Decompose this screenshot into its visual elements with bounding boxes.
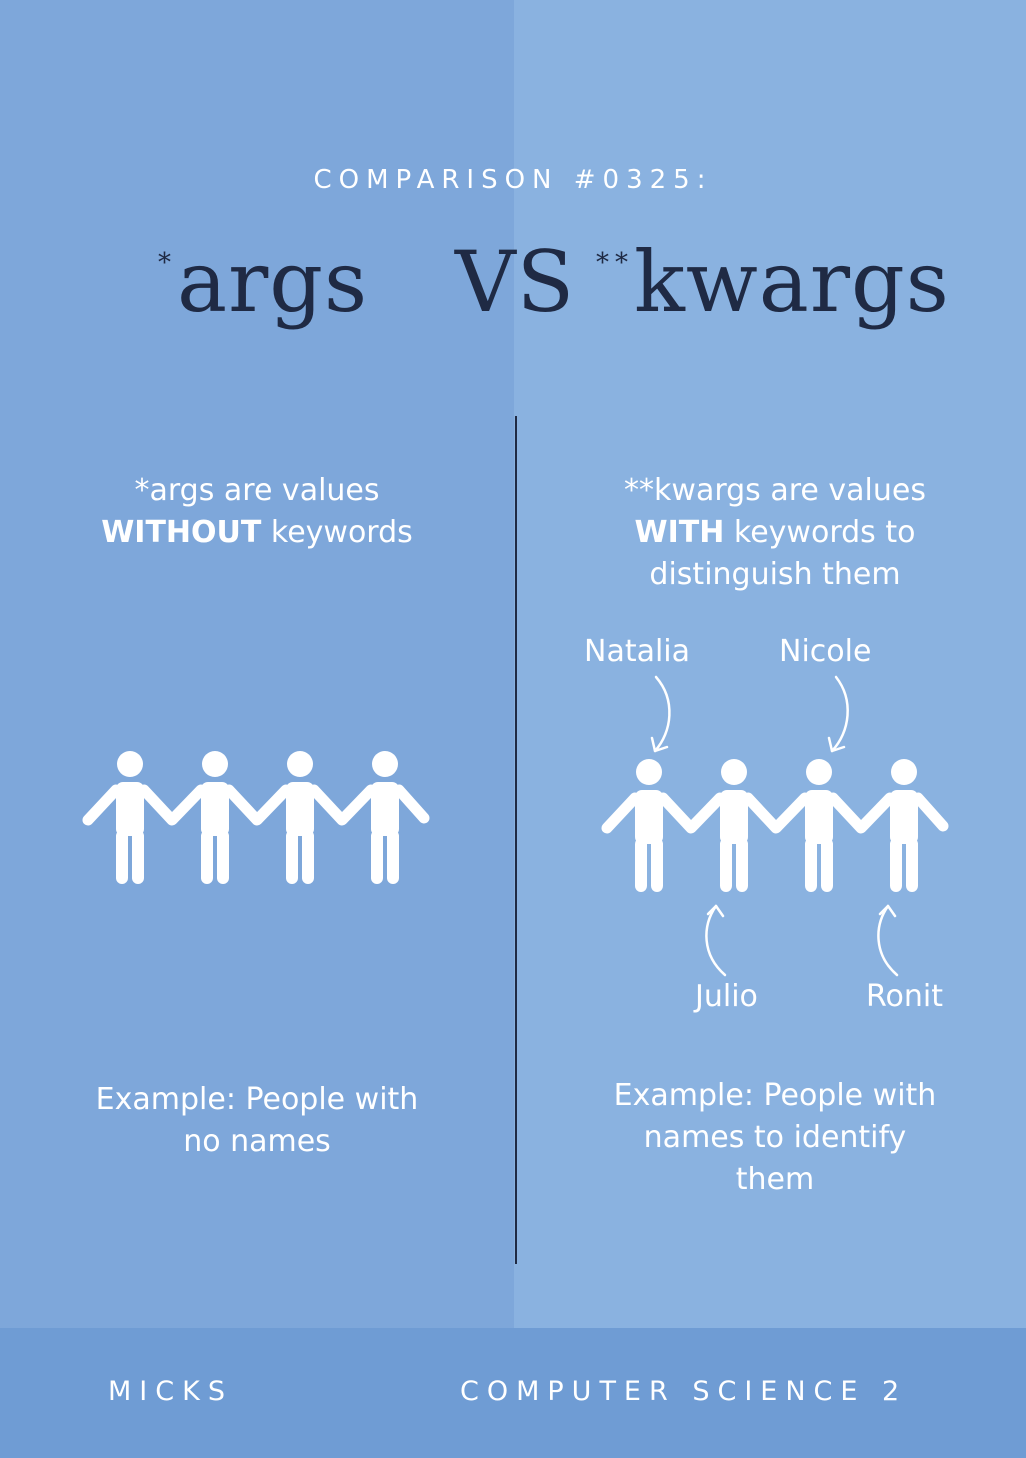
- curved-arrow-icon: [827, 675, 849, 753]
- kwargs-example-line2: names to identify: [643, 1120, 907, 1155]
- right-panel: [514, 0, 1026, 1328]
- kwargs-desc-rest: keywords to: [724, 515, 916, 550]
- footer-course: COMPUTER SCIENCE 2: [460, 1376, 908, 1407]
- center-divider: [515, 416, 517, 1264]
- args-prefix: *: [158, 248, 177, 278]
- title-kwargs: **kwargs: [596, 240, 950, 324]
- comparison-heading: COMPARISON #0325:: [313, 165, 713, 195]
- kwargs-desc-line2: WITH keywords to: [550, 512, 1000, 554]
- person-icon: [720, 759, 748, 892]
- person-icon: [116, 751, 144, 884]
- person-icon: [890, 759, 918, 892]
- title-vs: VS: [455, 233, 576, 331]
- name-ronit: Ronit: [866, 979, 943, 1014]
- args-desc-rest: keywords: [261, 515, 413, 550]
- curved-arrow-icon: [705, 904, 727, 977]
- person-icon: [286, 751, 314, 884]
- name-julio: Julio: [695, 979, 758, 1014]
- args-desc-bold: WITHOUT: [101, 515, 262, 550]
- kwargs-example: Example: People with names to identify t…: [550, 1075, 1000, 1201]
- kwargs-example-line1: Example: People with: [613, 1078, 937, 1113]
- person-icon: [805, 759, 833, 892]
- args-example: Example: People with no names: [40, 1079, 474, 1163]
- title-args: *args: [158, 240, 368, 324]
- kwargs-desc-bold: WITH: [634, 515, 725, 550]
- args-desc-line1: *args are values: [134, 473, 380, 508]
- kwargs-word: kwargs: [634, 233, 950, 331]
- kwargs-description: **kwargs are values WITH keywords to dis…: [550, 470, 1000, 596]
- args-desc-line2: WITHOUT keywords: [40, 512, 474, 554]
- args-description: *args are values WITHOUT keywords: [40, 470, 474, 554]
- left-panel: [0, 0, 514, 1328]
- args-example-line2: no names: [183, 1124, 331, 1159]
- kwargs-prefix: **: [596, 248, 634, 278]
- name-natalia: Natalia: [584, 634, 691, 669]
- kwargs-example-line3: them: [735, 1162, 815, 1197]
- args-word: args: [177, 233, 369, 331]
- footer-bar: [0, 1328, 1026, 1458]
- name-nicole: Nicole: [779, 634, 872, 669]
- footer-author: MICKS: [108, 1376, 233, 1407]
- curved-arrow-icon: [650, 675, 671, 753]
- args-example-line1: Example: People with: [95, 1082, 419, 1117]
- person-icon: [635, 759, 663, 892]
- people-holding-hands-icon: [601, 759, 949, 892]
- person-icon: [371, 751, 399, 884]
- kwargs-desc-line1: **kwargs are values: [624, 473, 926, 508]
- curved-arrow-icon: [877, 904, 899, 977]
- person-icon: [201, 751, 229, 884]
- people-holding-hands-icon: [82, 751, 430, 884]
- kwargs-desc-line3: distinguish them: [649, 557, 901, 592]
